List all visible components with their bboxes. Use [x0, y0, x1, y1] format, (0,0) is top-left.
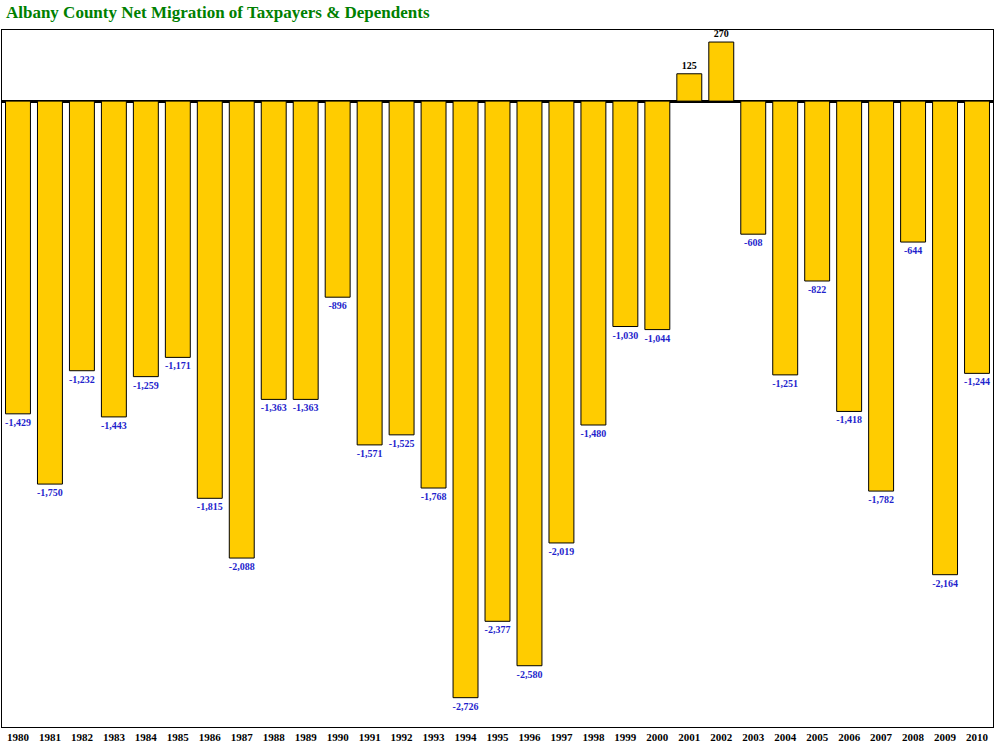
svg-text:1980: 1980	[7, 731, 30, 743]
svg-text:2004: 2004	[774, 731, 797, 743]
svg-text:-1,480: -1,480	[580, 428, 606, 439]
svg-text:-2,580: -2,580	[517, 669, 543, 680]
svg-text:1989: 1989	[295, 731, 318, 743]
svg-text:-1,251: -1,251	[772, 378, 798, 389]
svg-text:-1,030: -1,030	[612, 330, 638, 341]
svg-text:-1,259: -1,259	[133, 380, 159, 391]
svg-text:1982: 1982	[71, 731, 94, 743]
svg-text:2002: 2002	[710, 731, 733, 743]
svg-text:-608: -608	[744, 237, 762, 248]
svg-text:-1,363: -1,363	[293, 402, 319, 413]
svg-text:2000: 2000	[646, 731, 669, 743]
svg-text:-1,044: -1,044	[644, 333, 670, 344]
svg-text:1999: 1999	[614, 731, 637, 743]
svg-text:-1,363: -1,363	[261, 402, 287, 413]
svg-text:1992: 1992	[391, 731, 414, 743]
svg-text:2008: 2008	[902, 731, 925, 743]
svg-text:1996: 1996	[518, 731, 541, 743]
svg-text:-1,782: -1,782	[868, 494, 894, 505]
svg-text:-822: -822	[808, 284, 826, 295]
svg-text:1991: 1991	[359, 731, 381, 743]
svg-text:1994: 1994	[455, 731, 478, 743]
svg-text:2001: 2001	[678, 731, 700, 743]
svg-text:2010: 2010	[966, 731, 989, 743]
svg-text:-2,019: -2,019	[549, 546, 575, 557]
svg-text:-1,768: -1,768	[421, 491, 447, 502]
svg-text:1990: 1990	[327, 731, 350, 743]
svg-text:-2,088: -2,088	[229, 561, 255, 572]
svg-text:-896: -896	[328, 300, 346, 311]
svg-text:-2,377: -2,377	[485, 624, 511, 635]
svg-text:-1,815: -1,815	[197, 501, 223, 512]
svg-text:1993: 1993	[423, 731, 446, 743]
svg-text:-2,726: -2,726	[453, 701, 479, 712]
svg-text:2003: 2003	[742, 731, 765, 743]
svg-text:1987: 1987	[231, 731, 254, 743]
svg-text:Albany County Net Migration of: Albany County Net Migration of Taxpayers…	[6, 3, 430, 22]
svg-text:-1,232: -1,232	[69, 374, 95, 385]
svg-text:1988: 1988	[263, 731, 286, 743]
svg-text:-1,418: -1,418	[836, 414, 862, 425]
svg-text:1997: 1997	[550, 731, 573, 743]
svg-text:1995: 1995	[487, 731, 510, 743]
svg-text:-1,750: -1,750	[37, 487, 63, 498]
svg-text:-1,244: -1,244	[964, 376, 990, 387]
svg-text:-1,443: -1,443	[101, 420, 127, 431]
svg-text:-1,525: -1,525	[389, 438, 415, 449]
svg-text:2005: 2005	[806, 731, 829, 743]
svg-text:125: 125	[682, 60, 697, 71]
svg-text:1983: 1983	[103, 731, 126, 743]
svg-text:1986: 1986	[199, 731, 222, 743]
svg-text:-644: -644	[904, 245, 922, 256]
svg-text:-2,164: -2,164	[932, 578, 958, 589]
svg-text:1984: 1984	[135, 731, 158, 743]
svg-text:1985: 1985	[167, 731, 190, 743]
svg-text:2006: 2006	[838, 731, 861, 743]
svg-text:2009: 2009	[934, 731, 957, 743]
svg-text:-1,571: -1,571	[357, 448, 383, 459]
svg-text:-1,429: -1,429	[5, 417, 31, 428]
svg-text:270: 270	[714, 28, 729, 39]
svg-text:-1,171: -1,171	[165, 360, 191, 371]
svg-text:2007: 2007	[870, 731, 893, 743]
svg-text:1981: 1981	[39, 731, 61, 743]
svg-text:1998: 1998	[582, 731, 605, 743]
